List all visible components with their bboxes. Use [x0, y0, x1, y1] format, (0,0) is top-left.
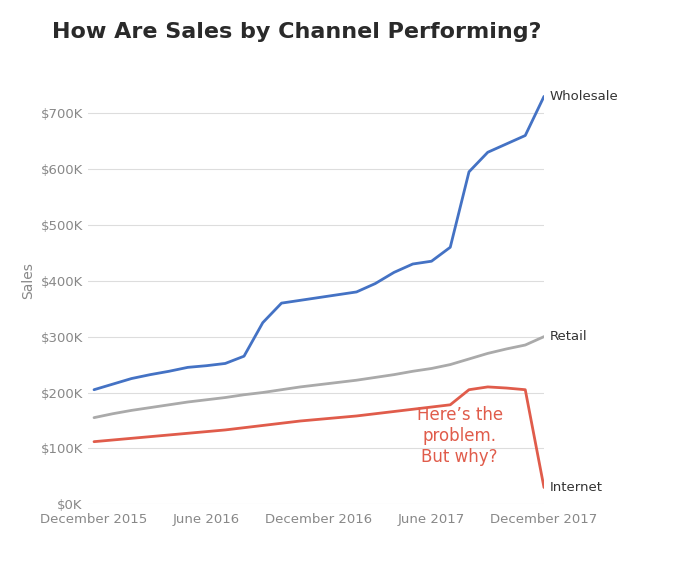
Text: Retail: Retail [549, 330, 588, 343]
Text: Wholesale: Wholesale [549, 90, 618, 103]
Text: Here’s the
problem.
But why?: Here’s the problem. But why? [417, 406, 503, 466]
Text: How Are Sales by Channel Performing?: How Are Sales by Channel Performing? [52, 22, 541, 42]
Text: Internet: Internet [549, 481, 602, 494]
Y-axis label: Sales: Sales [21, 262, 35, 299]
